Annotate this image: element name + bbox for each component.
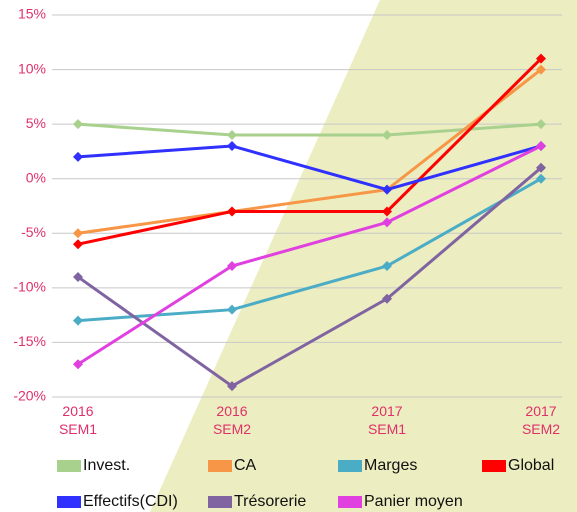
- legend-swatch: [208, 460, 232, 472]
- legend-label: Panier moyen: [364, 493, 463, 510]
- legend-swatch: [57, 496, 81, 508]
- legend-label: Effectifs(CDI): [83, 493, 178, 510]
- legend-label: CA: [234, 457, 257, 474]
- series-line: [77, 144, 542, 192]
- data-point: [536, 64, 546, 75]
- data-point: [227, 261, 237, 272]
- legend-swatch: [338, 460, 362, 472]
- data-point: [73, 151, 83, 162]
- data-point: [227, 140, 237, 151]
- y-tick-label: 10%: [18, 60, 46, 76]
- legend-swatch: [482, 460, 506, 472]
- data-point: [227, 206, 237, 217]
- series-line: [77, 144, 542, 366]
- legend-swatch: [208, 496, 232, 508]
- data-point: [73, 228, 83, 239]
- data-point: [382, 217, 392, 228]
- y-tick-label: 5%: [26, 115, 46, 131]
- data-point: [536, 119, 546, 130]
- series-line: [77, 68, 542, 235]
- data-point: [227, 381, 237, 392]
- series-line: [77, 57, 543, 246]
- legend-swatch: [57, 460, 81, 472]
- legend-swatch: [338, 496, 362, 508]
- data-point: [382, 184, 392, 195]
- y-tick-label: -5%: [21, 224, 46, 240]
- y-tick-label: -20%: [13, 388, 46, 404]
- legend-label: Marges: [364, 457, 417, 474]
- data-point: [382, 293, 392, 304]
- data-point: [73, 359, 83, 370]
- legend-label: Invest.: [83, 457, 130, 474]
- y-tick-label: 15%: [18, 6, 46, 22]
- y-tick-label: -15%: [13, 333, 46, 349]
- y-tick-label: 0%: [26, 169, 46, 185]
- data-point: [382, 206, 392, 217]
- data-point: [536, 140, 546, 151]
- legend-label: Global: [508, 457, 554, 474]
- series-line: [77, 166, 542, 388]
- data-point: [73, 239, 83, 250]
- data-point: [227, 130, 237, 141]
- data-point: [73, 271, 83, 282]
- data-point: [536, 53, 546, 64]
- data-point: [382, 261, 392, 272]
- legend-label: Trésorerie: [234, 493, 306, 510]
- data-point: [73, 119, 83, 130]
- x-tick-label: 2016 SEM2: [213, 403, 251, 437]
- x-tick-label: 2017 SEM2: [522, 403, 560, 437]
- y-tick-label: -10%: [13, 279, 46, 295]
- data-point: [536, 173, 546, 184]
- data-point: [73, 315, 83, 326]
- data-point: [227, 304, 237, 315]
- x-tick-label: 2017 SEM1: [368, 403, 406, 437]
- data-point: [382, 130, 392, 141]
- x-tick-label: 2016 SEM1: [59, 403, 97, 437]
- data-point: [536, 162, 546, 173]
